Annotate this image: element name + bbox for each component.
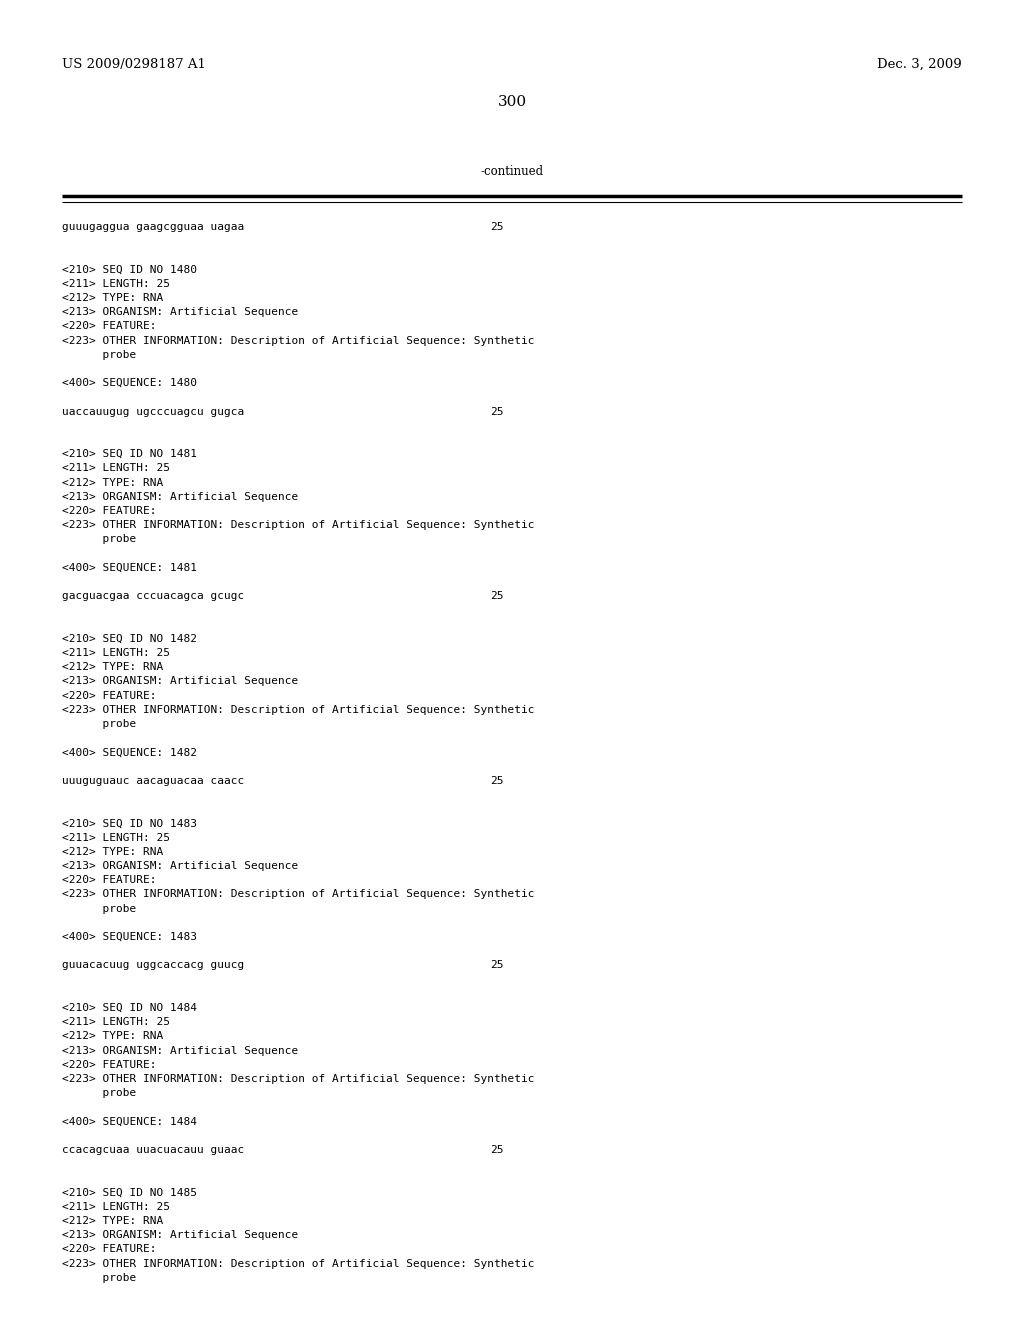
Text: probe: probe bbox=[62, 350, 136, 360]
Text: <223> OTHER INFORMATION: Description of Artificial Sequence: Synthetic: <223> OTHER INFORMATION: Description of … bbox=[62, 1074, 535, 1084]
Text: <223> OTHER INFORMATION: Description of Artificial Sequence: Synthetic: <223> OTHER INFORMATION: Description of … bbox=[62, 1258, 535, 1269]
Text: guuugaggua gaagcgguaa uagaa: guuugaggua gaagcgguaa uagaa bbox=[62, 222, 245, 232]
Text: <220> FEATURE:: <220> FEATURE: bbox=[62, 321, 157, 331]
Text: <220> FEATURE:: <220> FEATURE: bbox=[62, 506, 157, 516]
Text: <223> OTHER INFORMATION: Description of Artificial Sequence: Synthetic: <223> OTHER INFORMATION: Description of … bbox=[62, 890, 535, 899]
Text: 25: 25 bbox=[490, 961, 504, 970]
Text: ccacagcuaa uuacuacauu guaac: ccacagcuaa uuacuacauu guaac bbox=[62, 1144, 245, 1155]
Text: <211> LENGTH: 25: <211> LENGTH: 25 bbox=[62, 648, 170, 657]
Text: <400> SEQUENCE: 1482: <400> SEQUENCE: 1482 bbox=[62, 747, 197, 758]
Text: probe: probe bbox=[62, 535, 136, 544]
Text: <213> ORGANISM: Artificial Sequence: <213> ORGANISM: Artificial Sequence bbox=[62, 1045, 298, 1056]
Text: <400> SEQUENCE: 1483: <400> SEQUENCE: 1483 bbox=[62, 932, 197, 942]
Text: guuacacuug uggcaccacg guucg: guuacacuug uggcaccacg guucg bbox=[62, 961, 245, 970]
Text: <220> FEATURE:: <220> FEATURE: bbox=[62, 1060, 157, 1069]
Text: -continued: -continued bbox=[480, 165, 544, 178]
Text: <212> TYPE: RNA: <212> TYPE: RNA bbox=[62, 1216, 163, 1226]
Text: <223> OTHER INFORMATION: Description of Artificial Sequence: Synthetic: <223> OTHER INFORMATION: Description of … bbox=[62, 520, 535, 531]
Text: <211> LENGTH: 25: <211> LENGTH: 25 bbox=[62, 833, 170, 842]
Text: <211> LENGTH: 25: <211> LENGTH: 25 bbox=[62, 1018, 170, 1027]
Text: <220> FEATURE:: <220> FEATURE: bbox=[62, 1245, 157, 1254]
Text: gacguacgaa cccuacagca gcugc: gacguacgaa cccuacagca gcugc bbox=[62, 591, 245, 601]
Text: uuuguguauc aacaguacaa caacc: uuuguguauc aacaguacaa caacc bbox=[62, 776, 245, 785]
Text: probe: probe bbox=[62, 904, 136, 913]
Text: <212> TYPE: RNA: <212> TYPE: RNA bbox=[62, 293, 163, 304]
Text: Dec. 3, 2009: Dec. 3, 2009 bbox=[878, 58, 962, 71]
Text: <210> SEQ ID NO 1481: <210> SEQ ID NO 1481 bbox=[62, 449, 197, 459]
Text: probe: probe bbox=[62, 719, 136, 729]
Text: probe: probe bbox=[62, 1088, 136, 1098]
Text: 25: 25 bbox=[490, 1144, 504, 1155]
Text: <213> ORGANISM: Artificial Sequence: <213> ORGANISM: Artificial Sequence bbox=[62, 676, 298, 686]
Text: <400> SEQUENCE: 1481: <400> SEQUENCE: 1481 bbox=[62, 562, 197, 573]
Text: <212> TYPE: RNA: <212> TYPE: RNA bbox=[62, 478, 163, 487]
Text: 25: 25 bbox=[490, 407, 504, 417]
Text: <211> LENGTH: 25: <211> LENGTH: 25 bbox=[62, 463, 170, 474]
Text: <212> TYPE: RNA: <212> TYPE: RNA bbox=[62, 847, 163, 857]
Text: <213> ORGANISM: Artificial Sequence: <213> ORGANISM: Artificial Sequence bbox=[62, 492, 298, 502]
Text: <220> FEATURE:: <220> FEATURE: bbox=[62, 690, 157, 701]
Text: <212> TYPE: RNA: <212> TYPE: RNA bbox=[62, 663, 163, 672]
Text: <213> ORGANISM: Artificial Sequence: <213> ORGANISM: Artificial Sequence bbox=[62, 1230, 298, 1241]
Text: <220> FEATURE:: <220> FEATURE: bbox=[62, 875, 157, 886]
Text: <211> LENGTH: 25: <211> LENGTH: 25 bbox=[62, 279, 170, 289]
Text: probe: probe bbox=[62, 1272, 136, 1283]
Text: 25: 25 bbox=[490, 222, 504, 232]
Text: <210> SEQ ID NO 1482: <210> SEQ ID NO 1482 bbox=[62, 634, 197, 644]
Text: <213> ORGANISM: Artificial Sequence: <213> ORGANISM: Artificial Sequence bbox=[62, 308, 298, 317]
Text: 25: 25 bbox=[490, 591, 504, 601]
Text: US 2009/0298187 A1: US 2009/0298187 A1 bbox=[62, 58, 206, 71]
Text: <213> ORGANISM: Artificial Sequence: <213> ORGANISM: Artificial Sequence bbox=[62, 861, 298, 871]
Text: <211> LENGTH: 25: <211> LENGTH: 25 bbox=[62, 1201, 170, 1212]
Text: <210> SEQ ID NO 1480: <210> SEQ ID NO 1480 bbox=[62, 264, 197, 275]
Text: <223> OTHER INFORMATION: Description of Artificial Sequence: Synthetic: <223> OTHER INFORMATION: Description of … bbox=[62, 335, 535, 346]
Text: uaccauugug ugcccuagcu gugca: uaccauugug ugcccuagcu gugca bbox=[62, 407, 245, 417]
Text: 300: 300 bbox=[498, 95, 526, 110]
Text: <210> SEQ ID NO 1485: <210> SEQ ID NO 1485 bbox=[62, 1188, 197, 1197]
Text: <210> SEQ ID NO 1484: <210> SEQ ID NO 1484 bbox=[62, 1003, 197, 1012]
Text: <212> TYPE: RNA: <212> TYPE: RNA bbox=[62, 1031, 163, 1041]
Text: <210> SEQ ID NO 1483: <210> SEQ ID NO 1483 bbox=[62, 818, 197, 829]
Text: <400> SEQUENCE: 1484: <400> SEQUENCE: 1484 bbox=[62, 1117, 197, 1126]
Text: <400> SEQUENCE: 1480: <400> SEQUENCE: 1480 bbox=[62, 379, 197, 388]
Text: <223> OTHER INFORMATION: Description of Artificial Sequence: Synthetic: <223> OTHER INFORMATION: Description of … bbox=[62, 705, 535, 715]
Text: 25: 25 bbox=[490, 776, 504, 785]
